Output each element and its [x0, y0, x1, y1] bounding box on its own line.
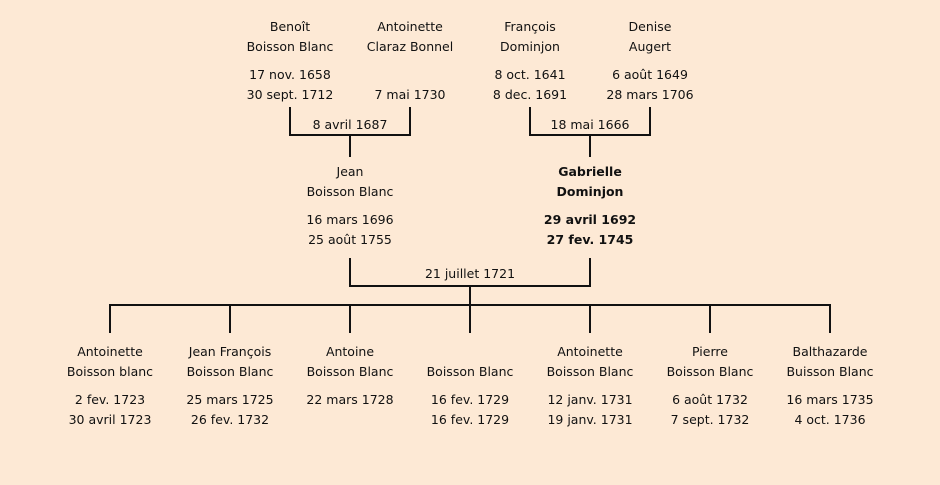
first-name: Pierre — [692, 344, 728, 359]
birth-date: 16 mars 1696 — [306, 212, 394, 227]
death-date: 4 oct. 1736 — [794, 412, 866, 427]
death-date: 8 dec. 1691 — [492, 87, 568, 102]
birth-date: 6 août 1732 — [672, 392, 748, 407]
birth-date: 29 avril 1692 — [543, 212, 637, 227]
last-name: Dominjon — [556, 184, 624, 199]
death-date: 27 fev. 1745 — [546, 232, 634, 247]
last-name: Boisson blanc — [66, 364, 154, 379]
last-name: Boisson Blanc — [666, 364, 754, 379]
last-name: Boisson Blanc — [306, 184, 394, 199]
first-name: Antoine — [325, 344, 375, 359]
death-date: 30 sept. 1712 — [246, 87, 334, 102]
birth-date: 22 mars 1728 — [306, 392, 394, 407]
last-name: Boisson Blanc — [186, 364, 274, 379]
marriage-date: 21 juillet 1721 — [424, 266, 516, 281]
birth-date: 16 fev. 1729 — [430, 392, 510, 407]
last-name: Boisson Blanc — [246, 39, 334, 54]
first-name: François — [504, 19, 556, 34]
death-date: 30 avril 1723 — [68, 412, 152, 427]
birth-date: 17 nov. 1658 — [249, 67, 331, 82]
last-name: Augert — [628, 39, 672, 54]
death-date: 28 mars 1706 — [606, 87, 694, 102]
first-name: Antoinette — [77, 344, 143, 359]
first-name: Balthazarde — [792, 344, 868, 359]
death-date: 19 janv. 1731 — [547, 412, 633, 427]
first-name: Antoinette — [377, 19, 443, 34]
death-date: 7 sept. 1732 — [670, 412, 750, 427]
last-name: Claraz Bonnel — [366, 39, 454, 54]
birth-date: 16 mars 1735 — [786, 392, 874, 407]
first-name: Benoît — [269, 19, 311, 34]
first-name: Antoinette — [557, 344, 623, 359]
last-name: Boisson Blanc — [426, 364, 514, 379]
last-name: Boisson Blanc — [546, 364, 634, 379]
first-name: Jean — [336, 164, 364, 179]
birth-date: 6 août 1649 — [612, 67, 688, 82]
birth-date: 8 oct. 1641 — [494, 67, 566, 82]
birth-date: 2 fev. 1723 — [74, 392, 146, 407]
marriage-date: 18 mai 1666 — [550, 117, 630, 132]
death-date: 25 août 1755 — [308, 232, 392, 247]
birth-date: 25 mars 1725 — [186, 392, 274, 407]
marriage-date: 8 avril 1687 — [312, 117, 388, 132]
death-date: 16 fev. 1729 — [430, 412, 510, 427]
first-name: Jean François — [188, 344, 272, 359]
children-connector — [109, 304, 831, 333]
last-name: Boisson Blanc — [306, 364, 394, 379]
death-date: 7 mai 1730 — [374, 87, 446, 102]
last-name: Buisson Blanc — [786, 364, 874, 379]
death-date: 26 fev. 1732 — [190, 412, 270, 427]
parents-connector — [349, 258, 591, 305]
grandparents-right-connector — [529, 107, 651, 157]
first-name: Gabrielle — [558, 164, 622, 179]
birth-date: 12 janv. 1731 — [547, 392, 633, 407]
first-name: Denise — [628, 19, 672, 34]
grandparents-left-connector — [289, 107, 411, 157]
last-name: Dominjon — [500, 39, 560, 54]
